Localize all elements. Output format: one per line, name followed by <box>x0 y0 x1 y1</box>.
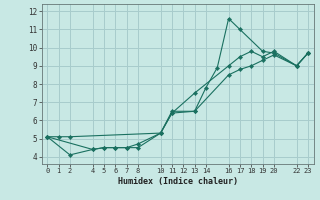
X-axis label: Humidex (Indice chaleur): Humidex (Indice chaleur) <box>118 177 237 186</box>
